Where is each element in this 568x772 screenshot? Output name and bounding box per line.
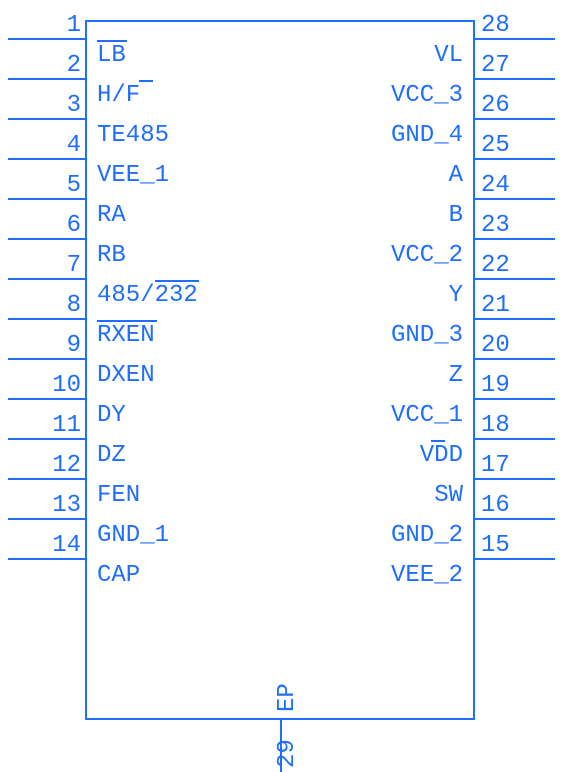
pin-number: 19 xyxy=(481,372,510,399)
pin-label: CAP xyxy=(97,562,140,589)
overline xyxy=(155,280,199,282)
pin-number: 21 xyxy=(481,292,510,319)
pin-number: 15 xyxy=(481,532,510,559)
pin-number: 10 xyxy=(10,372,81,399)
pin-label: FEN xyxy=(97,482,140,509)
pin-number: 14 xyxy=(10,532,81,559)
overline xyxy=(139,80,153,82)
pin-label: 485/232 xyxy=(97,282,198,309)
pin-label: DY xyxy=(97,402,126,429)
pin-number: 25 xyxy=(481,132,510,159)
pin-label: VEE_2 xyxy=(389,562,463,589)
pin-number: 20 xyxy=(481,332,510,359)
pin-number: 9 xyxy=(10,332,81,359)
pin-number: 28 xyxy=(481,12,510,39)
pin-label: GND_4 xyxy=(389,122,463,149)
pin-label: SW xyxy=(431,482,463,509)
pin-number: 26 xyxy=(481,92,510,119)
pin-number: 4 xyxy=(10,132,81,159)
pin-number: 23 xyxy=(481,212,510,239)
pin-label: Y xyxy=(445,282,463,309)
pin-number: 1 xyxy=(10,12,81,39)
pin-label: RXEN xyxy=(97,322,155,349)
pin-number: 27 xyxy=(481,52,510,79)
pin-number: 24 xyxy=(481,172,510,199)
pin-number: 17 xyxy=(481,452,510,479)
overline xyxy=(97,40,127,42)
pin-number: 18 xyxy=(481,412,510,439)
pin-label: Z xyxy=(445,362,463,389)
overline xyxy=(431,440,445,442)
pin-label: GND_1 xyxy=(97,522,169,549)
pin-number: 11 xyxy=(10,412,81,439)
pin-number: 16 xyxy=(481,492,510,519)
pin-number: 29 xyxy=(274,739,301,768)
pin-label: VL xyxy=(431,42,463,69)
pin-label: A xyxy=(445,162,463,189)
pin-number: 2 xyxy=(10,52,81,79)
pin-label: VEE_1 xyxy=(97,162,169,189)
pin-number: 22 xyxy=(481,252,510,279)
pin-label: RA xyxy=(97,202,126,229)
pin-label: VCC_1 xyxy=(389,402,463,429)
pin-label: VCC_2 xyxy=(389,242,463,269)
pin-label: LB xyxy=(97,42,126,69)
pin-number: 7 xyxy=(10,252,81,279)
pin-number: 6 xyxy=(10,212,81,239)
pin-label: DZ xyxy=(97,442,126,469)
pin-number: 3 xyxy=(10,92,81,119)
pin-label: DXEN xyxy=(97,362,155,389)
overline xyxy=(97,320,157,322)
pin-label: VCC_3 xyxy=(389,82,463,109)
pin-label: GND_2 xyxy=(389,522,463,549)
pin-label: H/F xyxy=(97,82,140,109)
pin-number: 12 xyxy=(10,452,81,479)
pin-label: VDD xyxy=(417,442,463,469)
pin-label: EP xyxy=(274,683,301,712)
pin-label: GND_3 xyxy=(389,322,463,349)
pin-number: 5 xyxy=(10,172,81,199)
pin-number: 13 xyxy=(10,492,81,519)
pin-label: TE485 xyxy=(97,122,169,149)
pin-label: B xyxy=(445,202,463,229)
pin-label: RB xyxy=(97,242,126,269)
pin-number: 8 xyxy=(10,292,81,319)
